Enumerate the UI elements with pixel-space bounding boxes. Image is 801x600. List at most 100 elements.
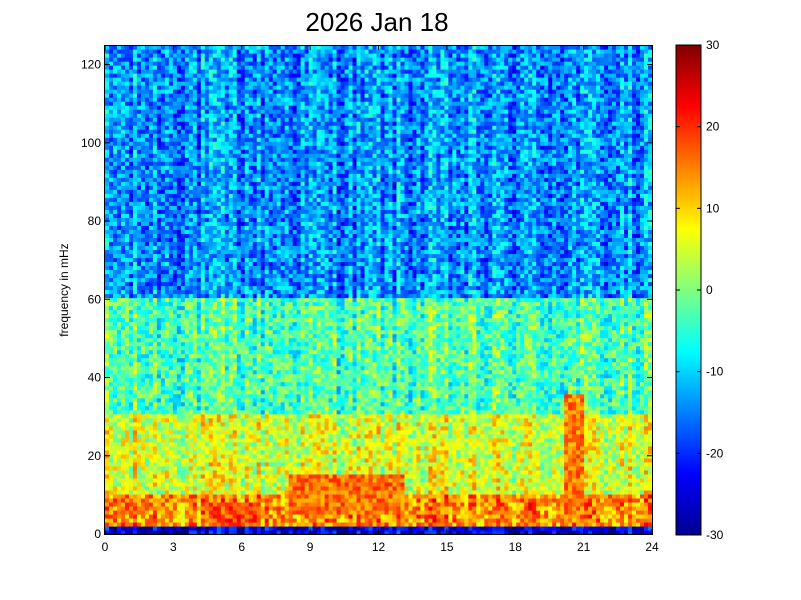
heatmap-cell [184,201,190,206]
heatmap-cell [188,417,194,423]
heatmap-cell [232,337,238,343]
heatmap-cell [144,233,150,238]
heatmap-cell [164,301,170,307]
heatmap-cell [136,249,142,255]
heatmap-cell [260,501,266,507]
heatmap-cell [160,77,166,82]
heatmap-cell [204,217,210,222]
heatmap-cell [252,265,258,271]
heatmap-cell [236,513,242,519]
heatmap-cell [224,393,230,399]
heatmap-cell [208,113,214,118]
heatmap-cell [252,185,258,190]
heatmap-cell [236,177,242,182]
heatmap-cell [264,73,270,78]
heatmap-cell [168,237,174,242]
heatmap-cell [264,105,270,110]
heatmap-cell [144,173,150,178]
heatmap-cell [252,169,258,174]
heatmap-cell [128,73,134,78]
heatmap-cell [132,301,138,307]
heatmap-cell [136,453,142,459]
heatmap-cell [164,429,170,435]
heatmap-cell [164,313,170,319]
heatmap-cell [144,57,150,62]
heatmap-cell [228,69,234,74]
heatmap-cell [180,133,186,138]
heatmap-cell [264,121,270,126]
heatmap-cell [256,69,262,74]
heatmap-cell [228,405,234,411]
heatmap-cell [172,333,178,339]
heatmap-cell [148,305,154,311]
heatmap-cell [172,525,178,531]
heatmap-cell [180,237,186,242]
heatmap-cell [184,177,190,182]
heatmap-cell [252,405,258,411]
heatmap-cell [252,109,258,114]
heatmap-cell [160,209,166,214]
heatmap-cell [124,377,130,383]
heatmap-cell [232,525,238,531]
heatmap-cell [192,157,198,162]
heatmap-cell [260,473,266,479]
heatmap-cell [128,125,134,130]
heatmap-cell [132,57,138,62]
heatmap-cell [144,137,150,142]
heatmap-cell [236,121,242,126]
heatmap-cell [172,401,178,407]
heatmap-cell [128,117,134,122]
heatmap-cell [172,385,178,391]
heatmap-cell [200,401,206,407]
heatmap-cell [204,449,210,455]
heatmap-cell [168,169,174,174]
heatmap-cell [120,109,126,114]
heatmap-cell [144,257,150,263]
heatmap-cell [148,89,154,94]
heatmap-cell [252,397,258,403]
heatmap-cell [176,281,182,287]
heatmap-cell [224,517,230,523]
heatmap-cell [172,49,178,54]
heatmap-cell [208,133,214,138]
heatmap-cell [220,449,226,455]
heatmap-cell [236,353,242,359]
heatmap-cell [196,349,202,355]
heatmap-cell [240,465,246,471]
heatmap-cell [184,529,190,535]
heatmap-cell [105,49,110,54]
heatmap-cell [252,409,258,415]
heatmap-cell [140,241,146,247]
heatmap-cell [108,397,114,403]
heatmap-cell [220,361,226,367]
heatmap-cell [144,89,150,94]
heatmap-cell [144,501,150,507]
heatmap-cell [124,321,130,327]
heatmap-cell [148,181,154,186]
heatmap-cell [128,465,134,471]
heatmap-cell [204,489,210,495]
heatmap-cell [184,189,190,194]
heatmap-cell [248,161,254,166]
heatmap-cell [260,341,266,347]
heatmap-cell [148,525,154,531]
heatmap-cell [156,277,162,283]
heatmap-cell [164,229,170,234]
heatmap-cell [136,209,142,214]
heatmap-cell [260,201,266,206]
heatmap-cell [240,389,246,395]
heatmap-cell [172,465,178,471]
heatmap-cell [192,273,198,279]
heatmap-cell [124,449,130,455]
heatmap-cell [168,253,174,259]
heatmap-cell [196,513,202,519]
heatmap-cell [232,245,238,251]
heatmap-cell [156,165,162,170]
heatmap-cell [224,185,230,190]
heatmap-cell [192,385,198,391]
heatmap-cell [136,153,142,158]
heatmap-cell [244,345,250,351]
heatmap-cell [236,225,242,230]
heatmap-cell [152,405,158,411]
heatmap-cell [124,433,130,439]
